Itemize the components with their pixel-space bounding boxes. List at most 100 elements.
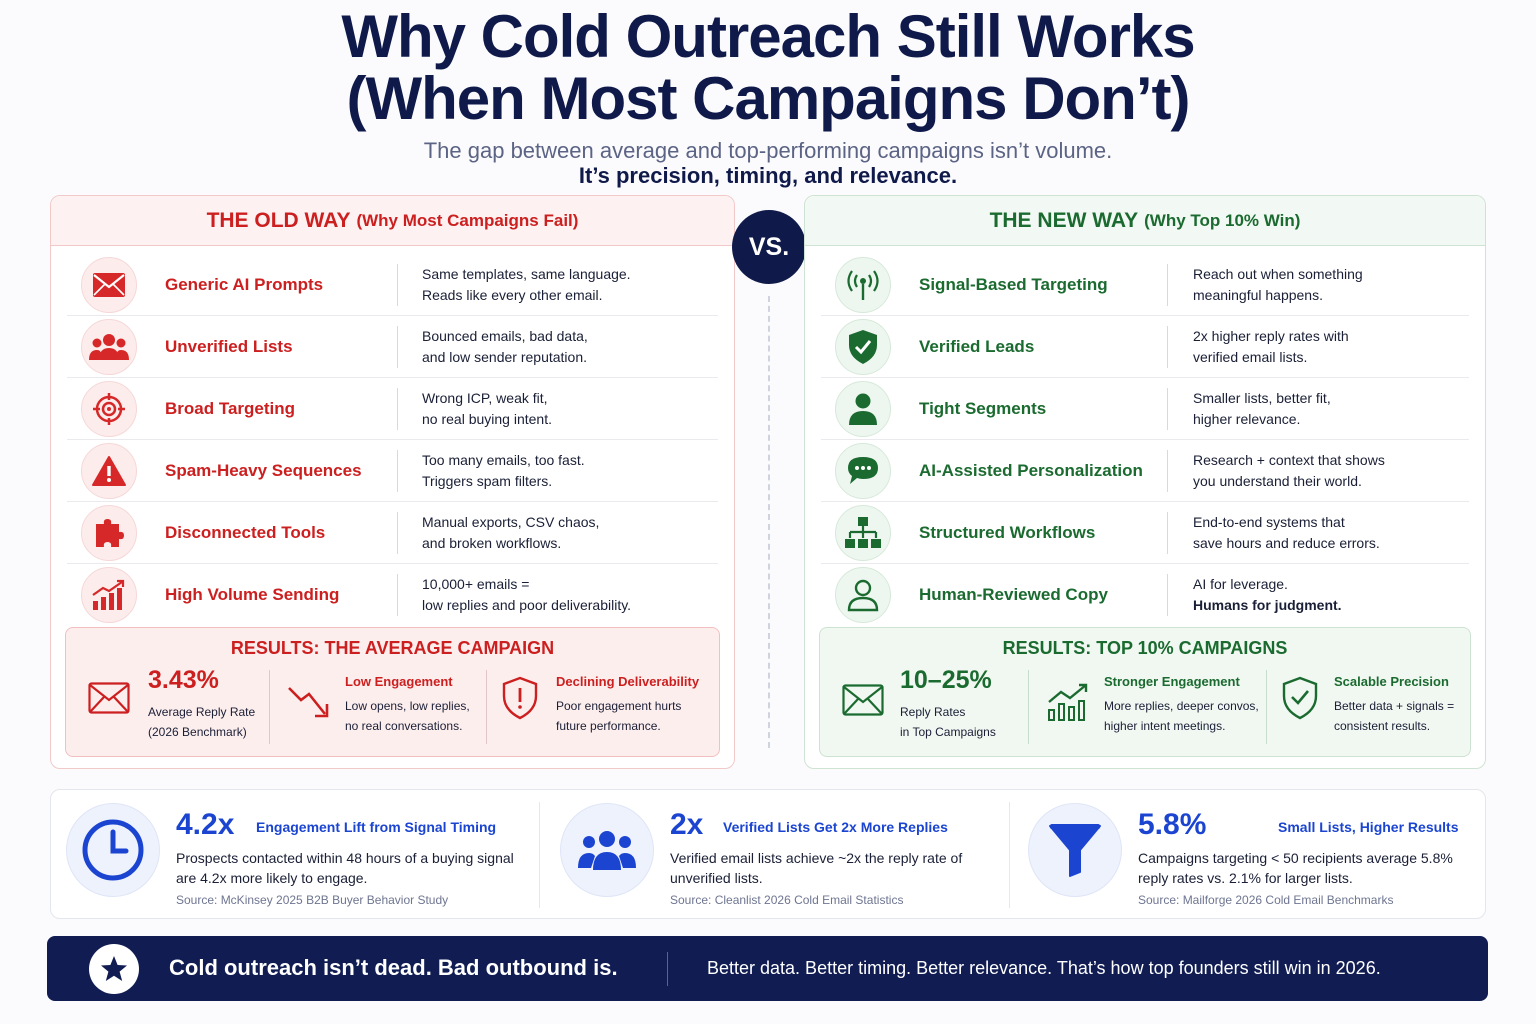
row-desc: no real buying intent.: [422, 411, 552, 427]
new-way-row: AI-Assisted Personalization Research + c…: [821, 440, 1469, 502]
bar-chart-icon: [81, 567, 137, 623]
growth-chart-icon: [1048, 683, 1088, 721]
results-item-title: Scalable Precision: [1334, 674, 1449, 689]
new-way-title: THE NEW WAY: [989, 208, 1139, 232]
results-item-title: Stronger Engagement: [1104, 674, 1240, 689]
people-icon: [560, 803, 654, 897]
stat-body: Prospects contacted within 48 hours of a…: [176, 850, 514, 886]
row-desc: 10,000+ emails =: [422, 576, 530, 592]
old-way-title: THE OLD WAY: [206, 208, 351, 232]
results-item-desc: future performance.: [556, 719, 661, 733]
old-way-results: RESULTS: THE AVERAGE CAMPAIGN 3.43% Aver…: [65, 627, 720, 757]
new-way-row: Human-Reviewed Copy AI for leverage. Huma…: [821, 564, 1469, 626]
results-item-desc: Poor engagement hurts: [556, 699, 682, 713]
vs-badge: VS.: [732, 210, 806, 284]
row-label: Disconnected Tools: [165, 523, 326, 542]
row-desc: and broken workflows.: [422, 535, 562, 551]
results-item-desc: More replies, deeper convos,: [1104, 699, 1259, 713]
row-desc: meaningful happens.: [1193, 287, 1323, 303]
row-desc: Manual exports, CSV chaos,: [422, 514, 600, 530]
stat-body: Verified email lists achieve ~2x the rep…: [670, 850, 963, 886]
org-chart-icon: [835, 505, 891, 561]
new-way-row: Tight Segments Smaller lists, better fit…: [821, 378, 1469, 440]
row-label: High Volume Sending: [165, 585, 340, 604]
new-way-panel: THE NEW WAY (Why Top 10% Win) Signal-Bas…: [804, 195, 1486, 769]
row-desc: Reach out when something: [1193, 266, 1363, 282]
title-line-2: (When Most Campaigns Don’t): [346, 65, 1191, 132]
stat-value: 4.2x: [176, 808, 235, 841]
footer-banner: Cold outreach isn’t dead. Bad outbound i…: [47, 936, 1488, 1001]
row-label: Signal-Based Targeting: [919, 275, 1108, 294]
row-label: Structured Workflows: [919, 523, 1096, 542]
results-metric-label: (2026 Benchmark): [148, 725, 247, 739]
results-metric-label: Average Reply Rate: [148, 705, 256, 719]
row-label: Unverified Lists: [165, 337, 293, 356]
stat-source: Source: Cleanlist 2026 Cold Email Statis…: [670, 893, 904, 907]
results-metric: 10–25%: [900, 666, 992, 694]
row-desc: Triggers spam filters.: [422, 473, 553, 489]
stat-body: Campaigns targeting < 50 recipients aver…: [1138, 850, 1453, 886]
stat-title: Small Lists, Higher Results: [1278, 819, 1459, 835]
clock-icon: [66, 803, 160, 897]
row-desc: you understand their world.: [1193, 473, 1362, 489]
new-way-header: THE NEW WAY (Why Top 10% Win): [805, 196, 1485, 246]
target-icon: [81, 381, 137, 437]
stat-value: 5.8%: [1138, 808, 1207, 841]
stat-value: 2x: [670, 808, 704, 841]
results-item-title: Low Engagement: [345, 674, 453, 689]
stat-card: 5.8% Small Lists, Higher Results Campaig…: [1013, 790, 1483, 920]
star-icon: [89, 944, 139, 994]
row-desc: low replies and poor deliverability.: [422, 597, 632, 613]
shield-check-icon: [835, 319, 891, 375]
stat-card: 4.2x Engagement Lift from Signal Timing …: [51, 790, 531, 920]
row-desc: Research + context that shows: [1193, 452, 1385, 468]
old-way-row: Generic AI Prompts Same templates, same …: [67, 254, 718, 316]
row-desc: Smaller lists, better fit,: [1193, 390, 1331, 406]
row-label: AI-Assisted Personalization: [919, 461, 1143, 480]
results-item-desc: consistent results.: [1334, 719, 1431, 733]
stat-card: 2x Verified Lists Get 2x More Replies Ve…: [545, 790, 1015, 920]
stat-source: Source: Mailforge 2026 Cold Email Benchm…: [1138, 893, 1394, 907]
new-way-subtitle: (Why Top 10% Win): [1144, 210, 1301, 230]
trend-down-icon: [288, 687, 329, 718]
row-desc: 2x higher reply rates with: [1193, 328, 1349, 344]
user-outline-icon: [835, 567, 891, 623]
person-icon: [835, 381, 891, 437]
row-label: Verified Leads: [919, 337, 1035, 356]
results-metric: 3.43%: [148, 666, 219, 694]
new-way-results: RESULTS: TOP 10% CAMPAIGNS 10–25% Reply …: [819, 627, 1471, 757]
results-item-desc: higher intent meetings.: [1104, 719, 1226, 733]
row-desc: and low sender reputation.: [422, 349, 587, 365]
subtitle: The gap between average and top-performi…: [423, 138, 1113, 163]
group-icon: [81, 319, 137, 375]
old-way-row: Broad Targeting Wrong ICP, weak fit, no r…: [67, 378, 718, 440]
envelope-icon: [81, 257, 137, 313]
banner-tagline: Better data. Better timing. Better relev…: [707, 958, 1381, 978]
old-way-subtitle: (Why Most Campaigns Fail): [356, 210, 579, 230]
page-title: Why Cold Outreach Still Works (When Most…: [0, 6, 1536, 130]
stats-strip: 4.2x Engagement Lift from Signal Timing …: [50, 789, 1486, 919]
envelope-outline-icon: [88, 682, 130, 714]
funnel-icon: [1028, 803, 1122, 897]
row-desc: Reads like every other email.: [422, 287, 603, 303]
results-metric-label: in Top Campaigns: [900, 725, 996, 739]
row-desc: Bounced emails, bad data,: [422, 328, 588, 344]
results-title: RESULTS: TOP 10% CAMPAIGNS: [1002, 638, 1288, 658]
row-desc: Wrong ICP, weak fit,: [422, 390, 548, 406]
signal-icon: [835, 257, 891, 313]
old-way-row: Spam-Heavy Sequences Too many emails, to…: [67, 440, 718, 502]
new-way-row: Signal-Based Targeting Reach out when so…: [821, 254, 1469, 316]
shield-alert-icon: [502, 676, 538, 720]
banner-headline: Cold outreach isn’t dead. Bad outbound i…: [169, 955, 618, 980]
old-way-row: Disconnected Tools Manual exports, CSV c…: [67, 502, 718, 564]
row-desc: verified email lists.: [1193, 349, 1308, 365]
row-desc: End-to-end systems that: [1193, 514, 1345, 530]
new-way-row: Verified Leads 2x higher reply rates wit…: [821, 316, 1469, 378]
row-label: Generic AI Prompts: [165, 275, 324, 294]
row-label: Human-Reviewed Copy: [919, 585, 1108, 604]
old-way-row: High Volume Sending 10,000+ emails = low …: [67, 564, 718, 626]
subtitle-bold: It’s precision, timing, and relevance.: [578, 163, 958, 188]
new-way-row: Structured Workflows End-to-end systems …: [821, 502, 1469, 564]
results-item-title: Declining Deliverability: [556, 674, 700, 689]
envelope-outline-icon: [842, 684, 884, 716]
